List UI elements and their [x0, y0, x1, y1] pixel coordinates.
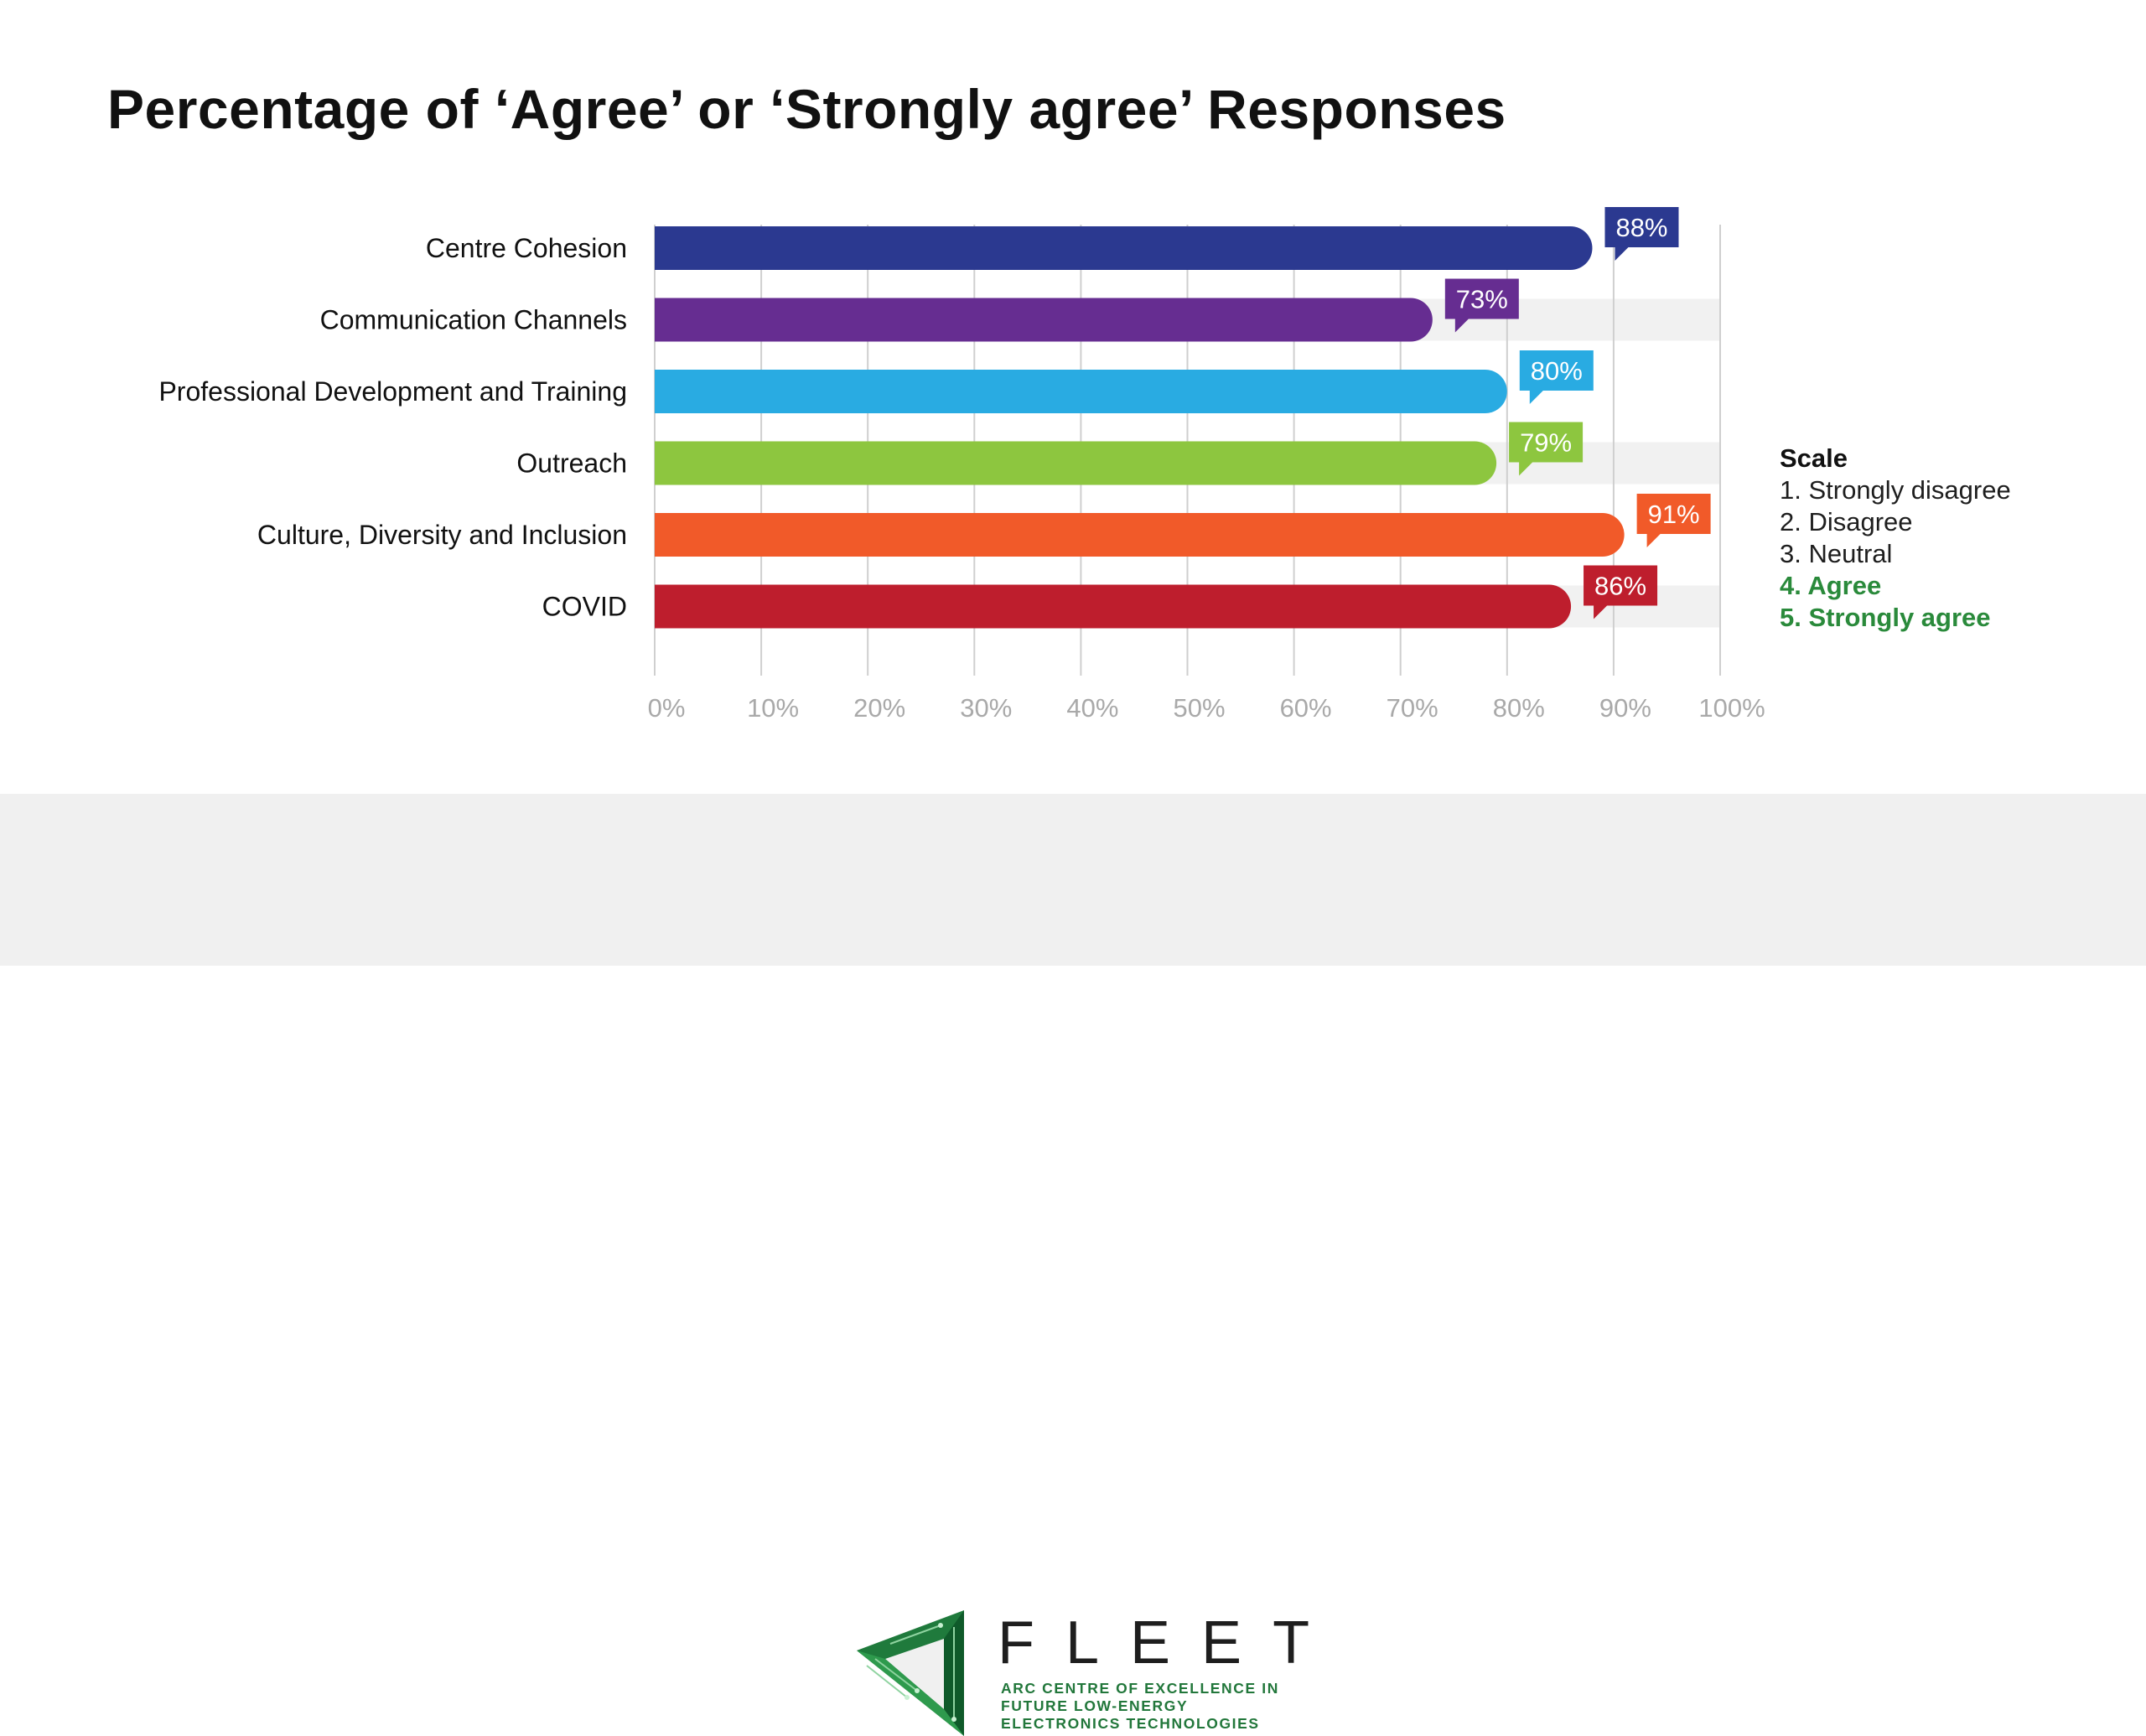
scale-item-2: 2. Disagree [1780, 507, 1913, 536]
data-label-callout [1584, 565, 1658, 619]
bar-1 [655, 226, 1593, 270]
bar-chart: Centre Cohesion 88% Communication Channels… [158, 207, 1765, 723]
x-tick-label: 60% [1280, 693, 1332, 723]
scale-item-4: 4. Agree [1780, 571, 1882, 600]
scale-item-5: 5. Strongly agree [1780, 603, 1991, 632]
x-tick-label: 40% [1066, 693, 1118, 723]
tagline-line-1: ARC CENTRE OF EXCELLENCE IN [1001, 1680, 1279, 1697]
bar-4 [655, 441, 1497, 485]
category-label: Communication Channels [320, 305, 627, 335]
scale-title: Scale [1780, 443, 1848, 473]
tagline-line-2: FUTURE LOW-ENERGY [1001, 1697, 1189, 1714]
data-label: 73% [1456, 285, 1508, 314]
data-label-callout [1636, 494, 1711, 547]
x-tick-label: 80% [1493, 693, 1545, 723]
x-tick-label: 70% [1387, 693, 1438, 723]
data-label: 79% [1520, 428, 1572, 458]
x-tick-label: 50% [1173, 693, 1225, 723]
tagline-line-3: ELECTRONICS TECHNOLOGIES [1001, 1715, 1260, 1732]
x-tick-label: 10% [747, 693, 799, 723]
x-tick-label: 0% [648, 693, 686, 723]
fleet-logo-tagline: ARC CENTRE OF EXCELLENCE IN FUTURE LOW-E… [1001, 1680, 1279, 1733]
fleet-triangle-logo-icon [857, 1610, 964, 1736]
bar-6 [655, 584, 1572, 629]
data-label-callout [1604, 207, 1679, 261]
data-label: 88% [1615, 213, 1667, 242]
category-label: COVID [542, 592, 627, 622]
data-label: 91% [1648, 500, 1700, 529]
data-label: 86% [1594, 572, 1646, 601]
category-label: Professional Development and Training [158, 376, 627, 407]
x-tick-label: 90% [1599, 693, 1651, 723]
fleet-logo-wordmark: FLEET [998, 1609, 1341, 1676]
category-label: Outreach [516, 448, 627, 479]
scale-legend: Scale 1. Strongly disagree 2. Disagree 3… [1780, 443, 2011, 634]
data-label-callout [1444, 278, 1519, 333]
category-label: Centre Cohesion [426, 233, 627, 263]
footer: FLEET ARC CENTRE OF EXCELLENCE IN FUTURE… [0, 794, 2146, 1736]
chart-title: Percentage of ‘Agree’ or ‘Strongly agree… [107, 78, 1506, 140]
data-label-callout [1509, 422, 1584, 476]
x-tick-label: 20% [853, 693, 905, 723]
bar-2 [655, 298, 1433, 342]
scale-item-3: 3. Neutral [1780, 539, 1893, 568]
data-label: 80% [1531, 356, 1583, 386]
x-tick-label: 100% [1698, 693, 1765, 723]
scale-item-1: 1. Strongly disagree [1780, 475, 2011, 505]
data-label-callout [1519, 350, 1594, 404]
bar-5 [655, 513, 1625, 557]
category-label: Culture, Diversity and Inclusion [257, 520, 627, 550]
bar-3 [655, 370, 1507, 413]
x-tick-label: 30% [960, 693, 1012, 723]
